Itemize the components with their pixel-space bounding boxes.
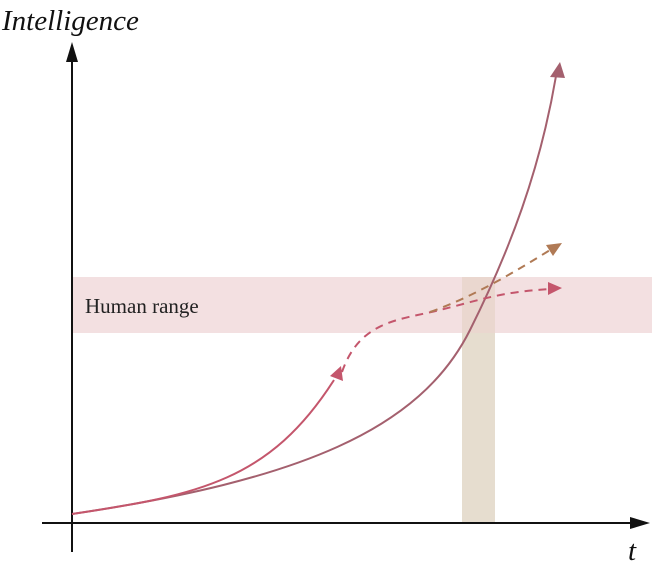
y-axis-arrow: [66, 42, 78, 62]
x-axis-label: t: [628, 535, 637, 567]
y-axis-label: Intelligence: [1, 5, 139, 37]
fast-curve: [71, 379, 335, 515]
exponential-curve: [71, 75, 557, 515]
human-range-label: Human range: [85, 294, 199, 318]
exponential-arrow: [550, 62, 565, 78]
continued-arrow: [546, 243, 562, 256]
band-overlap: [462, 277, 495, 333]
x-axis-arrow: [630, 517, 650, 529]
fast-curve-arrow: [330, 366, 343, 381]
plateau-arrow: [548, 282, 562, 295]
continued-dashed: [429, 249, 551, 313]
